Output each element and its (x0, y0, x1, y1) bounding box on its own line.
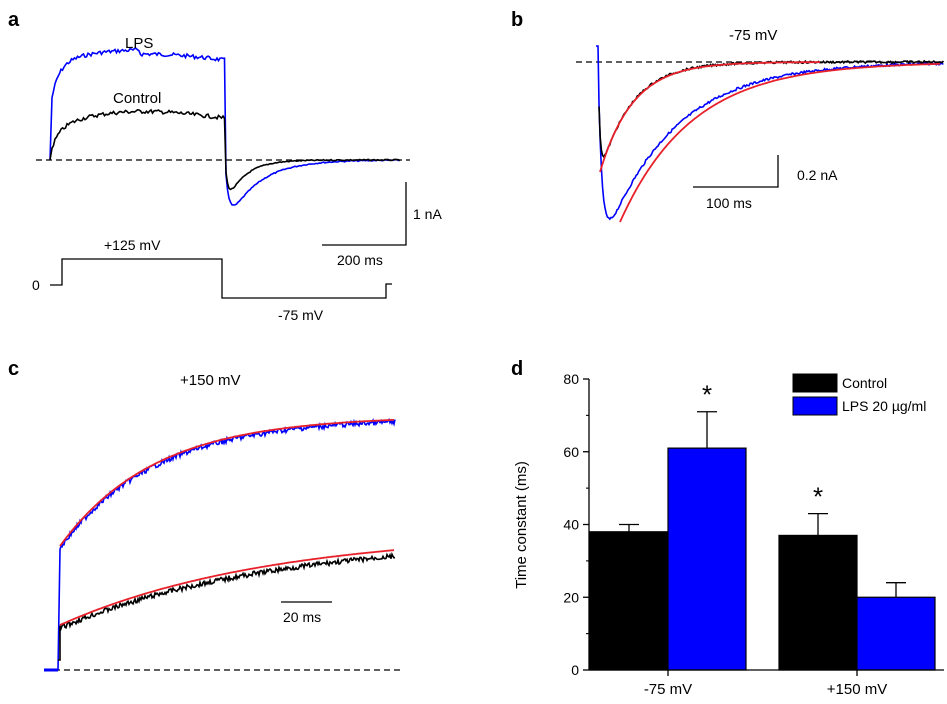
y-axis-label: Time constant (ms) (513, 461, 530, 589)
significance-star: * (702, 380, 712, 410)
panel-c-title: +150 mV (180, 372, 240, 389)
x-tick-label: -75 mV (644, 681, 692, 698)
bar-group: ** (589, 380, 936, 671)
panel-a-scale-current: 1 nA (413, 206, 442, 222)
panel-b: b -75 mV 0.2 nA 100 ms (511, 9, 945, 223)
panel-c-lps-trace (57, 417, 396, 671)
y-tick-label: 40 (563, 517, 579, 533)
panel-b-title: -75 mV (729, 27, 777, 44)
panel-a-voltage-protocol (50, 258, 392, 299)
panel-b-lps-fit (619, 63, 940, 223)
bar-lps-0 (667, 447, 747, 671)
panel-b-lps-trace (596, 45, 944, 221)
legend-label: LPS 20 µg/ml (842, 398, 926, 414)
bar-lps-1 (856, 596, 936, 671)
panel-d-letter: d (511, 358, 523, 380)
panel-b-scale-time: 100 ms (706, 195, 752, 211)
panel-a-letter: a (8, 9, 20, 31)
legend-swatch (792, 373, 838, 393)
panel-a-control-label: Control (113, 90, 161, 107)
significance-star: * (813, 482, 823, 512)
panel-b-scale-bar (693, 155, 779, 188)
legend-swatch (792, 396, 838, 416)
x-axis-ticks: -75 mV +150 mV (644, 670, 887, 698)
panel-a-protocol-tail: -75 mV (278, 307, 324, 323)
panel-a: a LPS Control 1 nA 200 ms 0 +125 mV -75 … (8, 9, 442, 323)
panel-c-lps-fit (59, 419, 394, 547)
panel-c-scale-time: 20 ms (283, 609, 321, 625)
panel-a-scale-bar (322, 182, 407, 246)
panel-b-control-fit (599, 61, 820, 173)
legend-label: Control (842, 375, 887, 391)
panel-a-protocol-zero: 0 (32, 277, 40, 293)
panel-c: c +150 mV 20 ms (8, 358, 400, 672)
y-tick-label: 20 (563, 589, 579, 605)
panel-c-control-trace (58, 551, 396, 661)
y-tick-label: 60 (563, 444, 579, 460)
x-tick-label: +150 mV (827, 681, 887, 698)
panel-a-protocol-step: +125 mV (104, 237, 161, 253)
legend: Control LPS 20 µg/ml (792, 373, 926, 416)
panel-b-control-trace (598, 59, 945, 159)
panel-b-letter: b (511, 9, 523, 31)
panel-b-scale-current: 0.2 nA (797, 167, 838, 183)
y-axis-ticks: 0 20 40 60 80 (563, 371, 589, 678)
panel-a-control-trace (49, 108, 401, 191)
panel-a-lps-label: LPS (125, 35, 153, 52)
bar-control-1 (778, 534, 858, 671)
y-tick-label: 0 (571, 662, 579, 678)
bar-control-0 (589, 531, 669, 671)
panel-c-control-fit (59, 549, 395, 626)
panel-c-letter: c (8, 358, 19, 380)
y-tick-label: 80 (563, 371, 579, 387)
panel-a-scale-time: 200 ms (337, 252, 383, 268)
